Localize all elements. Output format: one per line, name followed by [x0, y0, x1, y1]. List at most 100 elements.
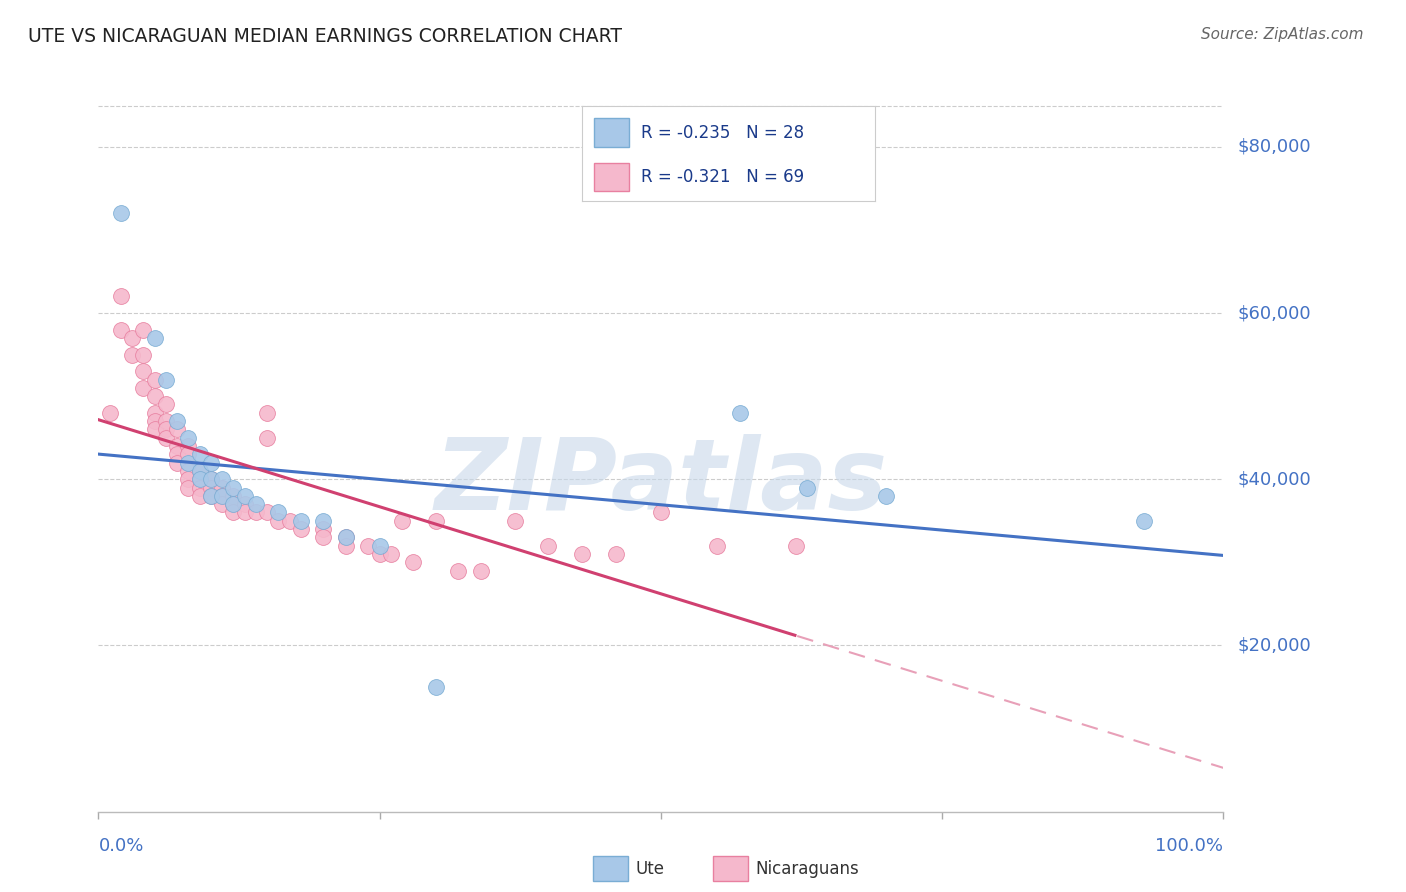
- Point: [188, 447, 211, 461]
- Text: $20,000: $20,000: [1237, 637, 1310, 655]
- Point: [233, 489, 256, 503]
- Point: [267, 506, 290, 520]
- Point: [256, 406, 278, 420]
- Point: [132, 323, 155, 337]
- Point: [312, 514, 335, 528]
- Point: [447, 564, 470, 578]
- Point: [256, 431, 278, 445]
- Point: [380, 547, 402, 561]
- Point: [503, 514, 526, 528]
- Point: [188, 472, 211, 486]
- Text: Source: ZipAtlas.com: Source: ZipAtlas.com: [1201, 27, 1364, 42]
- Point: [121, 347, 143, 362]
- Point: [211, 472, 233, 486]
- Point: [132, 381, 155, 395]
- Point: [278, 514, 301, 528]
- Point: [143, 331, 166, 345]
- Point: [177, 439, 200, 453]
- Point: [211, 489, 233, 503]
- Point: [200, 489, 222, 503]
- Point: [222, 489, 245, 503]
- Point: [200, 472, 222, 486]
- Point: [391, 514, 413, 528]
- Point: [650, 506, 672, 520]
- Point: [143, 422, 166, 436]
- Point: [335, 539, 357, 553]
- Point: [121, 331, 143, 345]
- Point: [143, 414, 166, 428]
- Point: [166, 447, 188, 461]
- Text: Nicaraguans: Nicaraguans: [755, 860, 859, 878]
- Point: [98, 406, 121, 420]
- Point: [211, 497, 233, 511]
- Point: [267, 514, 290, 528]
- Point: [470, 564, 492, 578]
- Point: [785, 539, 807, 553]
- Point: [200, 489, 222, 503]
- Point: [143, 372, 166, 386]
- Point: [605, 547, 627, 561]
- Point: [200, 472, 222, 486]
- Point: [166, 439, 188, 453]
- Point: [110, 323, 132, 337]
- Point: [143, 389, 166, 403]
- Point: [177, 456, 200, 470]
- Point: [166, 456, 188, 470]
- Point: [177, 481, 200, 495]
- Point: [425, 514, 447, 528]
- Point: [233, 506, 256, 520]
- Point: [177, 431, 200, 445]
- Point: [290, 522, 312, 536]
- Point: [110, 289, 132, 303]
- Point: [188, 489, 211, 503]
- Point: [132, 347, 155, 362]
- Point: [368, 547, 391, 561]
- Point: [571, 547, 593, 561]
- Point: [335, 530, 357, 544]
- Point: [245, 497, 267, 511]
- Point: [211, 489, 233, 503]
- Point: [368, 539, 391, 553]
- Point: [166, 414, 188, 428]
- Point: [132, 364, 155, 378]
- Point: [537, 539, 560, 553]
- Text: Ute: Ute: [636, 860, 665, 878]
- Point: [177, 464, 200, 478]
- Point: [402, 555, 425, 569]
- Point: [706, 539, 728, 553]
- Text: 100.0%: 100.0%: [1156, 838, 1223, 855]
- Point: [312, 530, 335, 544]
- Point: [1133, 514, 1156, 528]
- Point: [200, 456, 222, 470]
- Point: [222, 481, 245, 495]
- Point: [110, 206, 132, 220]
- Point: [222, 506, 245, 520]
- Point: [177, 447, 200, 461]
- Text: 0.0%: 0.0%: [98, 838, 143, 855]
- Text: R = -0.235   N = 28: R = -0.235 N = 28: [641, 123, 804, 142]
- Point: [155, 414, 177, 428]
- Point: [357, 539, 380, 553]
- Point: [155, 372, 177, 386]
- Point: [188, 464, 211, 478]
- Bar: [593, 163, 628, 192]
- Text: R = -0.321   N = 69: R = -0.321 N = 69: [641, 169, 804, 186]
- Bar: [593, 119, 628, 147]
- Point: [233, 497, 256, 511]
- Text: $40,000: $40,000: [1237, 470, 1310, 488]
- Point: [425, 680, 447, 694]
- Point: [143, 406, 166, 420]
- Text: $60,000: $60,000: [1237, 304, 1310, 322]
- Point: [335, 530, 357, 544]
- Point: [222, 497, 245, 511]
- Point: [155, 431, 177, 445]
- Point: [188, 481, 211, 495]
- Point: [200, 481, 222, 495]
- Point: [290, 514, 312, 528]
- Point: [166, 422, 188, 436]
- Point: [211, 481, 233, 495]
- Point: [796, 481, 818, 495]
- Point: [155, 422, 177, 436]
- Point: [188, 472, 211, 486]
- Point: [312, 522, 335, 536]
